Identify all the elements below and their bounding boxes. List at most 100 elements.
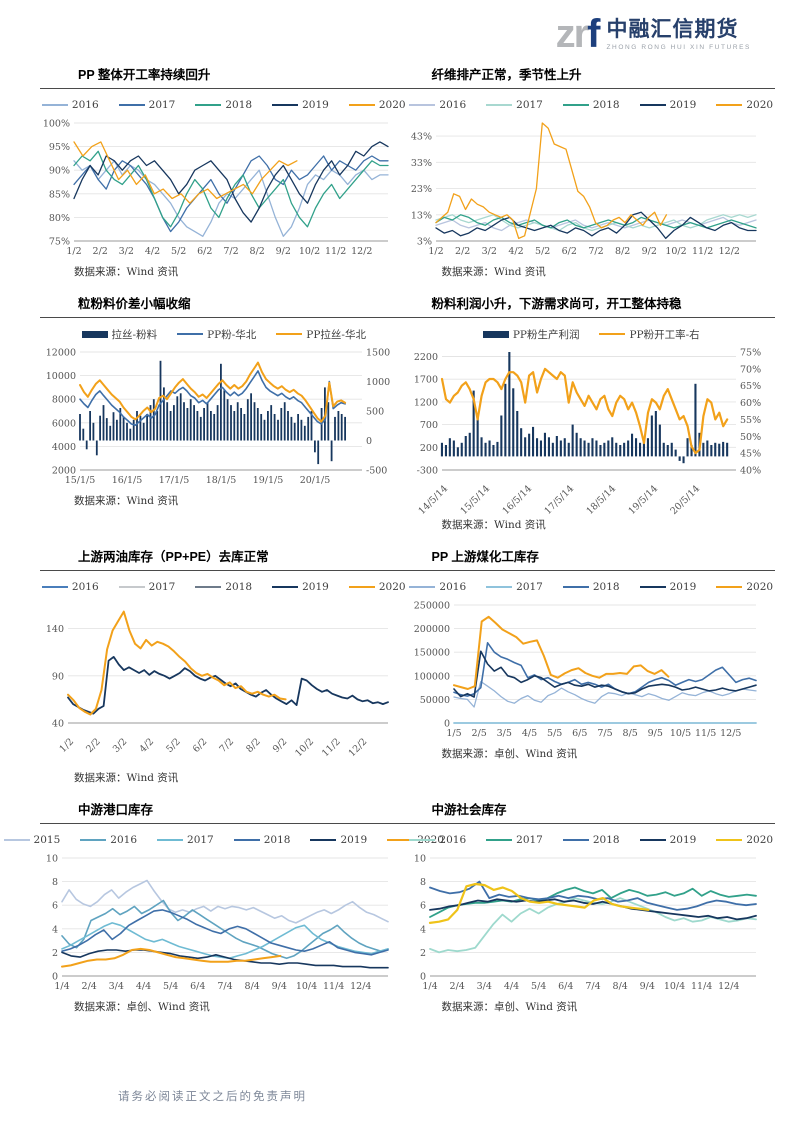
svg-text:500: 500 (366, 407, 384, 418)
svg-text:7/4: 7/4 (217, 981, 232, 992)
legend-item-2016: 2016 (409, 834, 466, 846)
svg-text:4/4: 4/4 (503, 981, 518, 992)
legend-swatch (272, 586, 299, 588)
svg-text:140: 140 (46, 624, 64, 635)
svg-text:8/5: 8/5 (622, 728, 637, 739)
svg-text:60%: 60% (740, 398, 761, 409)
svg-text:10/2: 10/2 (293, 736, 316, 759)
legend-swatch (348, 104, 375, 106)
legend-item-2018: 2018 (562, 99, 620, 111)
legend-item-2017: 2017 (157, 834, 214, 846)
legend-label: 2016 (439, 834, 467, 846)
svg-text:6/4: 6/4 (558, 981, 573, 992)
svg-text:7/2: 7/2 (218, 736, 237, 755)
legend-swatch (177, 333, 204, 335)
svg-text:1/2: 1/2 (58, 736, 77, 755)
legend-label: 2018 (225, 99, 253, 111)
svg-text:9/4: 9/4 (639, 981, 654, 992)
svg-text:5/2: 5/2 (535, 246, 550, 257)
svg-text:200000: 200000 (413, 624, 449, 635)
svg-text:11/5: 11/5 (695, 728, 716, 739)
chart-legend: 2016 2017 2018 2019 2020 (40, 577, 408, 597)
legend-item-PP拉丝-华北: PP拉丝-华北 (276, 327, 366, 342)
legend-item-2017: 2017 (486, 834, 543, 846)
legend-swatch (118, 586, 145, 588)
legend-swatch (486, 104, 513, 106)
svg-text:11/2: 11/2 (320, 736, 343, 759)
chart-canvas: 140 90 40 1/2 2/2 3/2 4/2 5/2 6/2 7/2 8/2 9/2 10/2 11… (46, 610, 389, 759)
svg-text:12/2: 12/2 (718, 246, 739, 257)
svg-text:3%: 3% (416, 237, 431, 248)
data-source: 数据来源：卓创、Wind 资讯 (74, 1001, 210, 1013)
svg-text:12/5: 12/5 (720, 728, 741, 739)
legend-label: 2016 (110, 834, 138, 846)
svg-text:9/5: 9/5 (647, 728, 662, 739)
chart-title-coal-chem-inventory: PP 上游煤化工库存 (431, 550, 539, 564)
legend-swatch (716, 586, 743, 588)
svg-text:100000: 100000 (413, 671, 449, 682)
legend-label: 2016 (439, 99, 467, 111)
svg-text:10000: 10000 (46, 371, 76, 382)
data-source: 数据来源：Wind 资讯 (441, 266, 546, 278)
chart-canvas: 10 8 6 4 2 01/4 2/4 3/4 4/4 5/4 6/4 7/4 8/4 9/4 10/4 11… (46, 854, 389, 992)
legend-swatch (195, 586, 222, 588)
svg-text:10/5: 10/5 (669, 728, 690, 739)
svg-text:70%: 70% (740, 364, 761, 375)
chart-canvas: 2200 1700 1200 700 200 -300 75% 70% 65% 60% 55% 50%… (413, 348, 761, 517)
svg-text:6/2: 6/2 (191, 736, 210, 755)
svg-text:6: 6 (419, 901, 425, 912)
svg-text:75%: 75% (49, 237, 70, 248)
svg-text:5/4: 5/4 (163, 981, 178, 992)
legend-swatch (409, 104, 436, 106)
svg-text:3/2: 3/2 (111, 736, 130, 755)
chart-canvas: 10 8 6 4 2 01/4 2/4 3/4 4/4 5/4 6/4 7/4 8/4 9/4 10/4 11… (413, 854, 757, 992)
svg-text:7/2: 7/2 (588, 246, 603, 257)
legend-label: 2016 (71, 581, 99, 593)
legend-label: 2019 (340, 834, 368, 846)
svg-text:12/4: 12/4 (350, 981, 371, 992)
legend-item-2020: 2020 (716, 581, 773, 593)
svg-text:-500: -500 (366, 466, 387, 477)
svg-text:1500: 1500 (366, 348, 390, 359)
legend-label: PP粉开工率-右 (629, 328, 700, 341)
chart-powder-profit: PP粉生产利润 PP粉开工率-右 2200 1700 1200 700 200 -300 75… (408, 318, 776, 532)
svg-text:6/2: 6/2 (197, 246, 212, 257)
legend-label: 2020 (378, 99, 406, 111)
legend-item-2018: 2018 (195, 581, 252, 593)
legend-swatch (409, 586, 436, 588)
svg-text:2200: 2200 (413, 352, 437, 363)
chart-title-powder-profit: 粉料利润小升，下游需求尚可，开工整体持稳 (431, 297, 682, 311)
svg-text:8000: 8000 (52, 395, 76, 406)
svg-text:95%: 95% (49, 142, 70, 153)
legend-item-2016: 2016 (41, 581, 99, 593)
legend-label: 2018 (592, 581, 620, 593)
svg-text:10/2: 10/2 (665, 246, 686, 257)
legend-swatch (599, 333, 626, 335)
legend-item-2016: 2016 (409, 99, 466, 111)
legend-swatch (276, 333, 303, 335)
svg-text:1700: 1700 (413, 375, 437, 386)
svg-text:65%: 65% (740, 381, 761, 392)
svg-text:250000: 250000 (413, 601, 449, 612)
legend-label: 2015 (33, 834, 61, 846)
legend-label: 2020 (746, 834, 774, 846)
legend-swatch (716, 839, 743, 841)
legend-label: 2018 (225, 581, 253, 593)
svg-text:7/4: 7/4 (585, 981, 600, 992)
legend-item-2018: 2018 (195, 99, 252, 111)
chart-social-inventory: 2016 2017 2018 2019 2020 10 8 6 4 2 0 1/4 2/4 3/4 4/4… (408, 824, 776, 1014)
legend-item-2017: 2017 (118, 581, 175, 593)
svg-text:20/1/5: 20/1/5 (300, 475, 331, 486)
chart-fiber-schedule: 2016 2017 2018 2019 2020 43% 33% 23% 13% 3% 1/2 2/… (408, 89, 776, 279)
chart-title-two-oil-inventory: 上游两油库存（PP+PE）去库正常 (78, 550, 269, 564)
svg-text:2/2: 2/2 (84, 736, 103, 755)
chart-legend: 2016 2017 2018 2019 2020 (408, 577, 776, 597)
legend-label: 2016 (71, 99, 99, 111)
legend-label: 2017 (516, 99, 543, 111)
svg-text:12000: 12000 (46, 348, 76, 359)
legend-label: PP拉丝-华北 (306, 328, 366, 341)
svg-text:4/2: 4/2 (138, 736, 157, 755)
data-source: 数据来源：卓创、Wind 资讯 (441, 748, 578, 760)
legend-label: 2017 (516, 581, 543, 593)
